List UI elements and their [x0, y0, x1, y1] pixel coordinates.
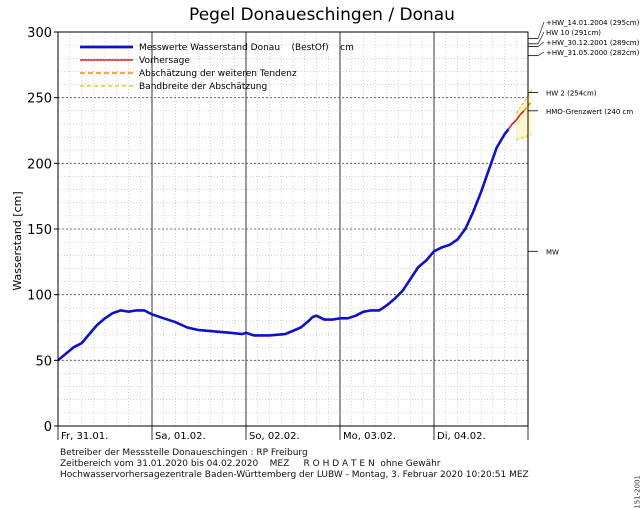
hydrograph-chart: Pegel Donaueschingen / Donau Wasserstand…	[11, 5, 640, 442]
reference-label: +HW_30.12.2001 (289cm)	[546, 39, 640, 47]
y-tick-label: 0	[44, 420, 52, 435]
footer-operator: Betreiber der Messstelle Donaueschingen …	[60, 448, 308, 458]
reference-connector	[537, 41, 545, 47]
series-line-1	[57, 128, 510, 362]
legend-label: Bandbreite der Abschätzung	[139, 82, 267, 92]
y-tick-label: 200	[27, 157, 52, 172]
x-tick-label: So, 02.02.	[249, 431, 300, 442]
y-tick-label: 300	[27, 26, 52, 41]
x-tick-label: Di, 04.02.	[437, 431, 486, 442]
reference-label: +HW_14.01.2004 (295cm)	[546, 19, 640, 27]
x-tick-label: Mo, 03.02.	[343, 431, 396, 442]
chart-title: Pegel Donaueschingen / Donau	[189, 5, 455, 25]
x-ticks: Fr, 31.01. Sa, 01.02. So, 02.02. Mo, 03.02.…	[57, 426, 529, 442]
grid	[58, 32, 528, 426]
x-tick-label: Fr, 31.01.	[61, 431, 108, 442]
footer-source: Hochwasservorhersagezentrale Baden-Württ…	[60, 470, 529, 480]
x-tick-label: Sa, 01.02.	[155, 431, 206, 442]
reference-label: +HW_31.05.2000 (282cm)	[546, 49, 640, 57]
y-tick-label: 50	[35, 354, 52, 369]
reference-label: HW 10 (291cm)	[546, 29, 601, 37]
reference-connector	[537, 51, 545, 56]
legend-label: Messwerte Wasserstand Donau (BestOf) cm	[139, 43, 354, 53]
y-tick-label: 150	[27, 223, 52, 238]
legend-label: Abschätzung der weiteren Tendenz	[139, 69, 297, 79]
legend-label: Vorhersage	[139, 56, 190, 66]
series-line-2	[507, 110, 525, 130]
reference-label: HW 2 (254cm)	[546, 89, 597, 97]
reference-connector	[537, 21, 545, 39]
reference-label: HMO-Grenzwert (240 cm	[546, 108, 633, 116]
y-axis-label: Wasserstand [cm]	[11, 191, 24, 290]
y-tick-label: 250	[27, 92, 52, 107]
y-tick-label: 100	[27, 289, 52, 304]
footer-time-range: Zeitbereich vom 31.01.2020 bis 04.02.202…	[60, 459, 441, 469]
reference-label: MW	[546, 248, 559, 256]
reference-connector	[537, 31, 545, 44]
vertical-id: 151-2001	[634, 475, 642, 509]
legend: Messwerte Wasserstand Donau (BestOf) cm V…	[80, 43, 354, 92]
reference-levels: +HW_14.01.2004 (295cm) HW 10 (291cm) +HW_3…	[528, 19, 640, 256]
y-ticks: 0 50 100 150 200 250 300	[27, 26, 58, 435]
series-group	[57, 101, 533, 362]
band-lower-line	[516, 133, 533, 141]
